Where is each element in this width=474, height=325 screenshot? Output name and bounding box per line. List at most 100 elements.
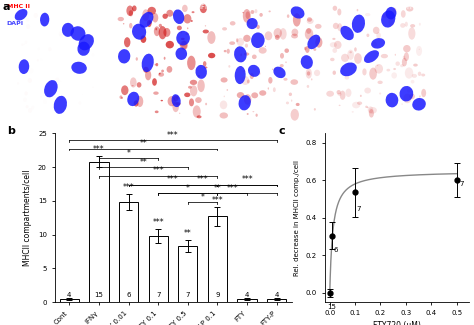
Ellipse shape: [152, 78, 157, 86]
Ellipse shape: [402, 58, 407, 66]
Ellipse shape: [258, 72, 261, 75]
Ellipse shape: [118, 49, 130, 63]
Ellipse shape: [205, 25, 206, 26]
Ellipse shape: [251, 92, 258, 98]
Ellipse shape: [248, 65, 260, 77]
Ellipse shape: [360, 95, 362, 97]
Ellipse shape: [139, 12, 154, 28]
Ellipse shape: [237, 38, 244, 46]
X-axis label: FTY720 (μM): FTY720 (μM): [373, 321, 421, 325]
Ellipse shape: [307, 17, 312, 22]
Ellipse shape: [40, 13, 49, 26]
Ellipse shape: [285, 61, 287, 63]
Text: +FTY-P: +FTY-P: [404, 4, 428, 10]
Text: **: **: [214, 184, 221, 193]
Ellipse shape: [333, 71, 336, 75]
Text: 6: 6: [333, 247, 338, 253]
Bar: [60, 299, 79, 302]
Ellipse shape: [124, 37, 130, 47]
Ellipse shape: [374, 64, 383, 73]
Ellipse shape: [291, 34, 298, 38]
Text: *: *: [127, 149, 130, 158]
Ellipse shape: [403, 94, 411, 103]
Ellipse shape: [161, 100, 163, 101]
Ellipse shape: [184, 93, 191, 97]
Ellipse shape: [123, 23, 124, 24]
Ellipse shape: [204, 67, 208, 69]
Ellipse shape: [341, 54, 349, 62]
Bar: [148, 236, 168, 302]
Ellipse shape: [177, 26, 182, 30]
Ellipse shape: [365, 87, 371, 94]
Ellipse shape: [253, 111, 255, 112]
Ellipse shape: [386, 7, 396, 19]
Ellipse shape: [127, 6, 134, 16]
Ellipse shape: [337, 8, 341, 16]
Ellipse shape: [44, 80, 58, 98]
Ellipse shape: [241, 76, 249, 85]
Ellipse shape: [401, 103, 403, 105]
Ellipse shape: [273, 87, 276, 92]
Ellipse shape: [188, 86, 192, 89]
Ellipse shape: [357, 101, 362, 105]
Ellipse shape: [71, 62, 87, 74]
Ellipse shape: [153, 91, 159, 95]
Ellipse shape: [256, 25, 260, 29]
Ellipse shape: [352, 15, 365, 33]
Ellipse shape: [203, 61, 207, 67]
Ellipse shape: [352, 111, 354, 113]
Ellipse shape: [412, 74, 417, 78]
Ellipse shape: [159, 24, 162, 27]
Ellipse shape: [77, 42, 90, 56]
Ellipse shape: [127, 92, 139, 106]
Ellipse shape: [354, 47, 357, 52]
Ellipse shape: [255, 9, 257, 13]
Ellipse shape: [306, 68, 312, 79]
Ellipse shape: [365, 106, 367, 108]
Ellipse shape: [307, 71, 310, 76]
Ellipse shape: [145, 70, 151, 80]
Ellipse shape: [400, 86, 413, 101]
Ellipse shape: [219, 112, 228, 119]
Ellipse shape: [388, 18, 394, 26]
Ellipse shape: [337, 90, 341, 95]
Ellipse shape: [191, 11, 194, 13]
Ellipse shape: [337, 23, 342, 31]
Text: ***: ***: [211, 196, 223, 205]
Text: 9: 9: [215, 292, 219, 298]
Ellipse shape: [193, 105, 201, 118]
Ellipse shape: [147, 20, 152, 27]
Ellipse shape: [259, 13, 263, 17]
Text: ***: ***: [197, 175, 209, 184]
Ellipse shape: [340, 26, 354, 40]
Ellipse shape: [161, 70, 164, 72]
Text: 6: 6: [127, 292, 131, 298]
Ellipse shape: [164, 57, 165, 60]
Ellipse shape: [291, 99, 292, 102]
Ellipse shape: [280, 64, 284, 67]
Ellipse shape: [421, 73, 425, 76]
Ellipse shape: [164, 28, 171, 37]
Ellipse shape: [132, 6, 137, 11]
Text: Cont: Cont: [90, 4, 106, 10]
Ellipse shape: [287, 14, 290, 18]
Ellipse shape: [200, 4, 207, 13]
Ellipse shape: [326, 91, 334, 97]
Text: c: c: [278, 126, 285, 136]
Ellipse shape: [140, 35, 146, 43]
Ellipse shape: [229, 41, 235, 45]
Ellipse shape: [180, 32, 182, 33]
Ellipse shape: [280, 53, 284, 58]
Ellipse shape: [369, 107, 377, 114]
Text: ***: ***: [167, 131, 179, 140]
Ellipse shape: [333, 6, 337, 11]
Ellipse shape: [304, 47, 306, 50]
Ellipse shape: [203, 30, 209, 33]
Ellipse shape: [246, 11, 250, 19]
Ellipse shape: [240, 53, 242, 56]
Ellipse shape: [369, 109, 374, 118]
Ellipse shape: [274, 67, 276, 71]
Text: **: **: [139, 158, 147, 167]
Ellipse shape: [284, 48, 289, 53]
Ellipse shape: [155, 64, 156, 66]
